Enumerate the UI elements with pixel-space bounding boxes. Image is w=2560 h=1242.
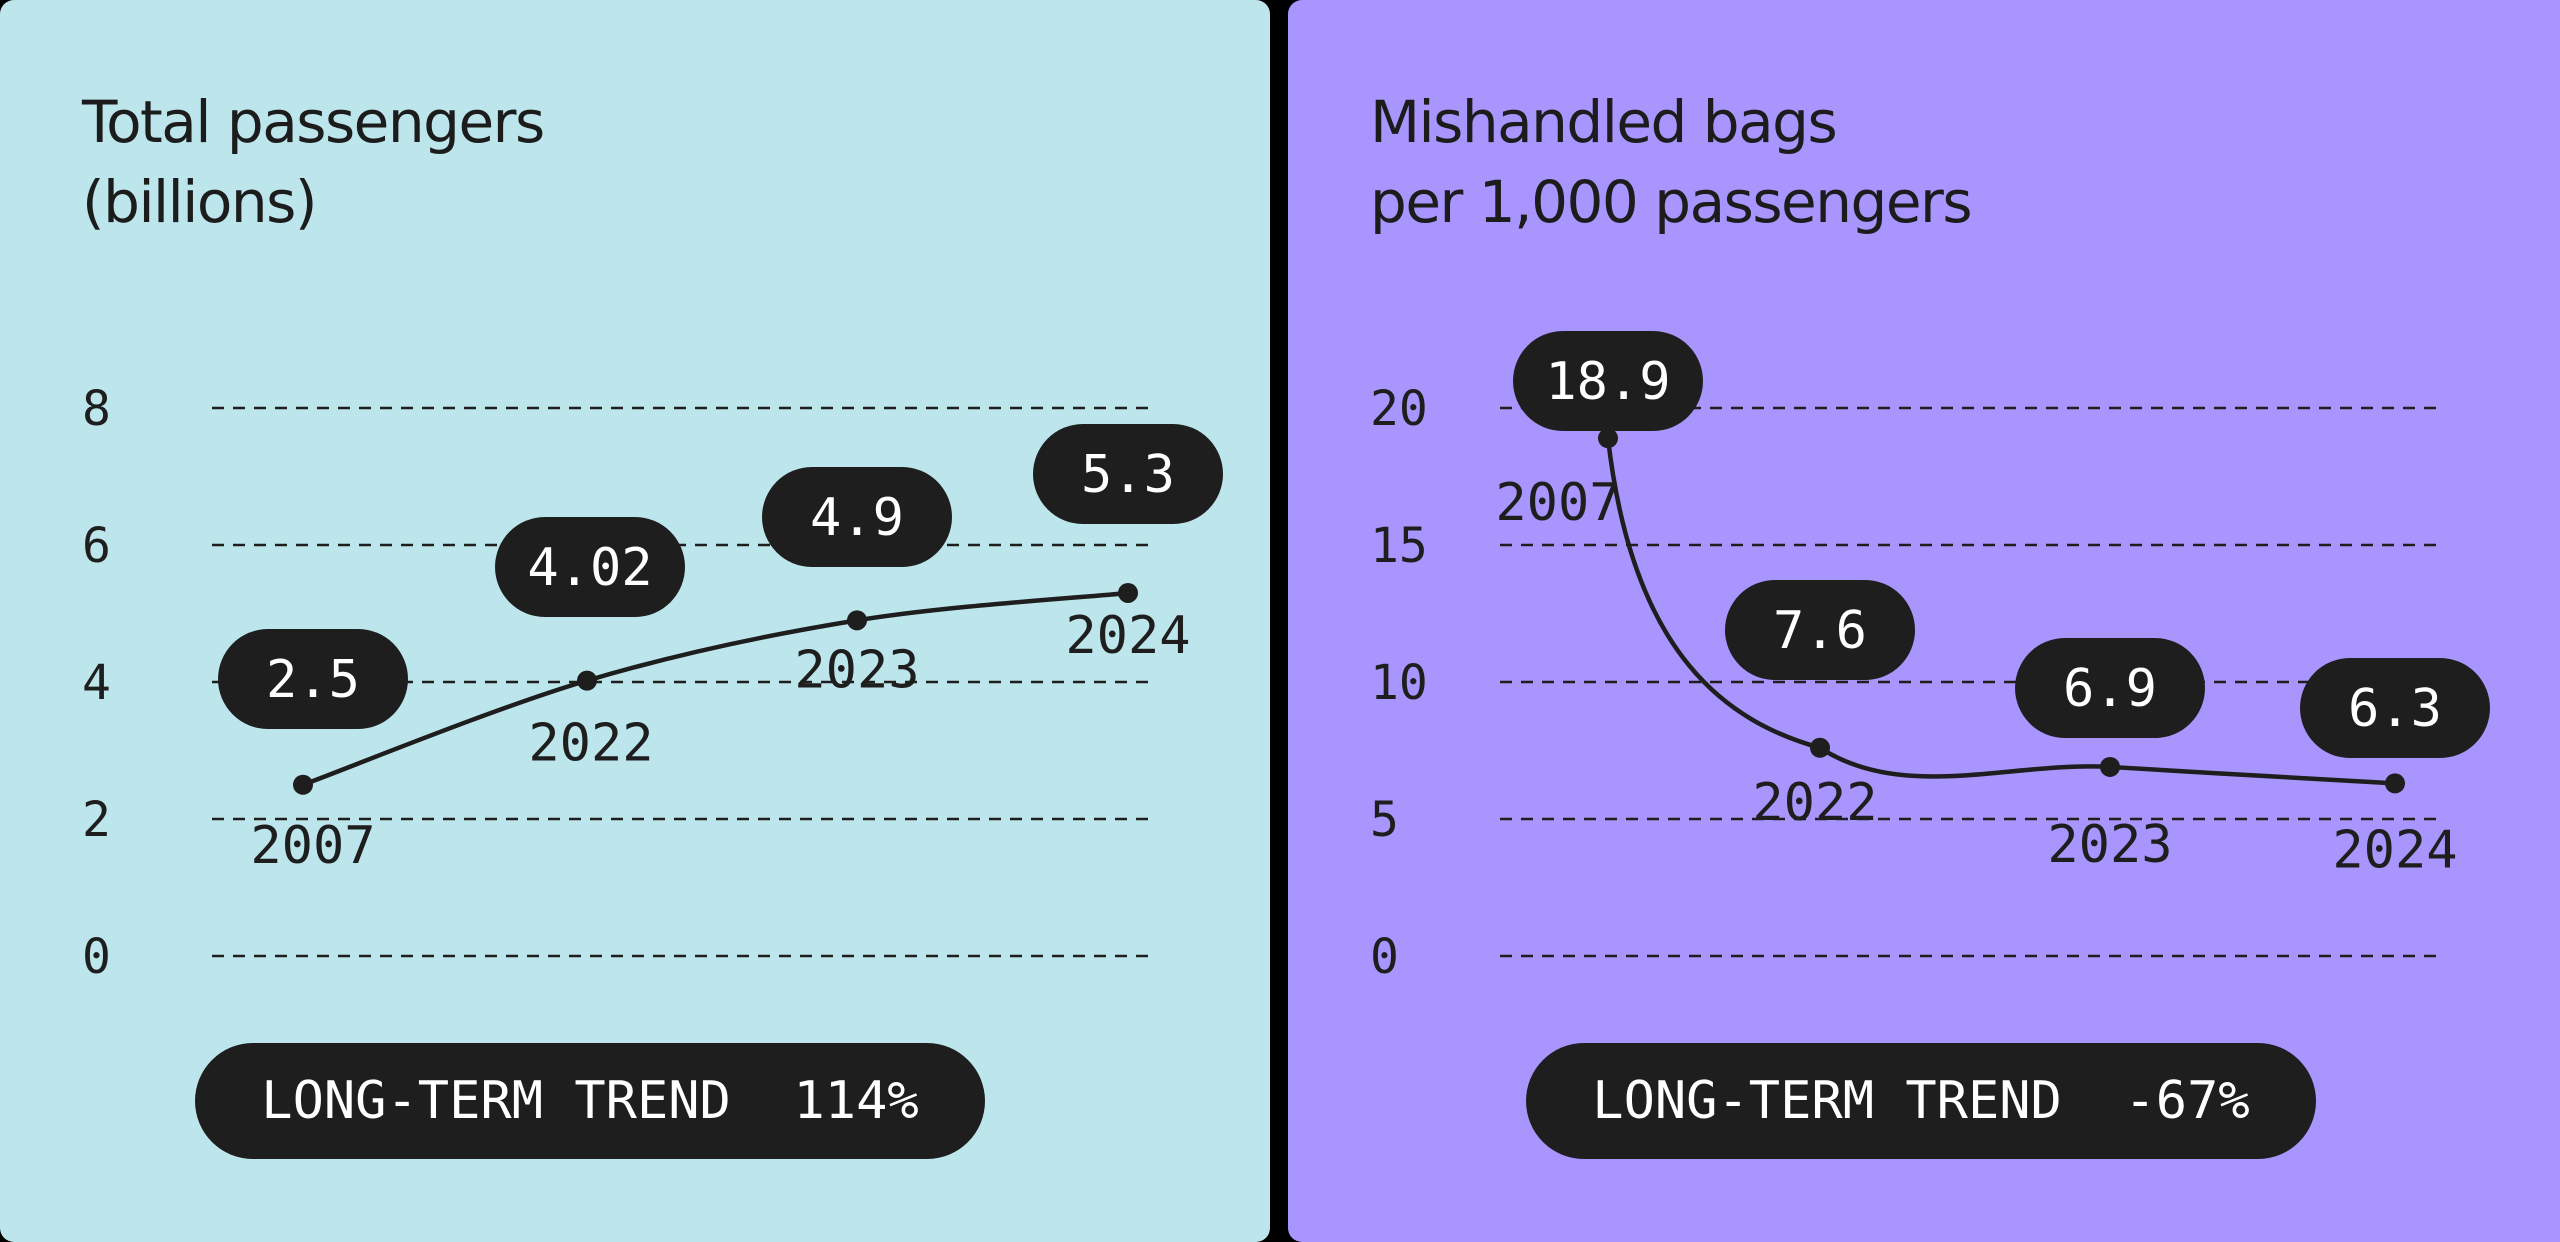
x-tick-label: 2007 — [1495, 473, 1620, 533]
mishandled-bags-panel: Mishandled bags per 1,000 passengers 0 5 1… — [1288, 0, 2560, 1242]
data-point — [293, 774, 313, 795]
chart-title-line: Mishandled bags — [1370, 88, 1838, 156]
passengers-panel: Total passengers (billions) 0 2 4 6 8 2007 2.5… — [0, 0, 1270, 1242]
x-tick-label: 2023 — [794, 640, 919, 700]
data-label: 6.3 — [2348, 679, 2442, 739]
y-tick-label: 20 — [1370, 381, 1428, 437]
trend-label: LONG-TERM TREND — [1592, 1071, 2062, 1131]
long-term-trend-badge: LONG-TERM TREND 114% — [195, 1043, 985, 1159]
data-point — [1598, 428, 1618, 449]
data-point — [2100, 756, 2120, 777]
trend-label: LONG-TERM TREND — [261, 1071, 731, 1131]
data-label-badge — [1725, 580, 1915, 680]
x-tick-label: 2024 — [1065, 606, 1190, 666]
data-point — [577, 670, 597, 691]
data-point — [2385, 773, 2405, 794]
chart-title-line: Total passengers — [82, 88, 545, 156]
mishandled-bags-line-chart: 0 5 10 15 20 2007 18.9 2022 7.6 2023 6.9 2024 6.3 — [1370, 331, 2490, 985]
data-label: 4.02 — [527, 538, 652, 598]
series-line — [1605, 437, 2396, 786]
x-tick-label: 2007 — [250, 816, 375, 876]
y-tick-label: 10 — [1370, 655, 1428, 711]
data-label: 6.9 — [2063, 659, 2157, 719]
x-tick-label: 2023 — [2047, 815, 2172, 875]
x-tick-label: 2022 — [1752, 773, 1877, 833]
data-label-badge — [218, 629, 408, 729]
trend-value: 114% — [793, 1071, 919, 1131]
data-label-badge — [495, 517, 685, 617]
passengers-line-chart: 0 2 4 6 8 2007 2.5 2022 4.02 2023 4.9 2024 5.3 — [82, 381, 1223, 985]
data-label: 2.5 — [266, 650, 360, 710]
chart-title-line: (billions) — [82, 168, 317, 236]
data-label: 4.9 — [810, 488, 904, 548]
chart-title-line: per 1,000 passengers — [1370, 168, 1973, 236]
data-point — [1118, 582, 1138, 603]
y-tick-label: 0 — [1370, 929, 1399, 985]
data-label: 7.6 — [1773, 601, 1867, 661]
y-tick-label: 5 — [1370, 792, 1399, 848]
data-label: 18.9 — [1545, 352, 1670, 412]
y-tick-label: 6 — [82, 518, 111, 574]
data-label-badge — [2015, 638, 2205, 738]
y-tick-label: 0 — [82, 929, 111, 985]
y-tick-label: 15 — [1370, 518, 1428, 574]
x-tick-label: 2024 — [2332, 820, 2457, 880]
data-point — [847, 610, 867, 631]
data-point — [1810, 737, 1830, 758]
trend-value: -67% — [2124, 1071, 2250, 1131]
data-label-badge — [762, 467, 952, 567]
chart-title: Mishandled bags per 1,000 passengers — [1370, 82, 1973, 242]
chart-title: Total passengers (billions) — [82, 82, 545, 242]
series-line — [302, 590, 1129, 787]
data-label-badge — [1513, 331, 1703, 431]
data-label-badge — [2300, 658, 2490, 758]
y-tick-label: 2 — [82, 792, 111, 848]
long-term-trend-badge: LONG-TERM TREND -67% — [1526, 1043, 2316, 1159]
data-label: 5.3 — [1081, 445, 1175, 505]
y-tick-label: 4 — [82, 655, 111, 711]
data-label-badge — [1033, 424, 1223, 524]
x-tick-label: 2022 — [528, 714, 653, 774]
y-tick-label: 8 — [82, 381, 111, 437]
